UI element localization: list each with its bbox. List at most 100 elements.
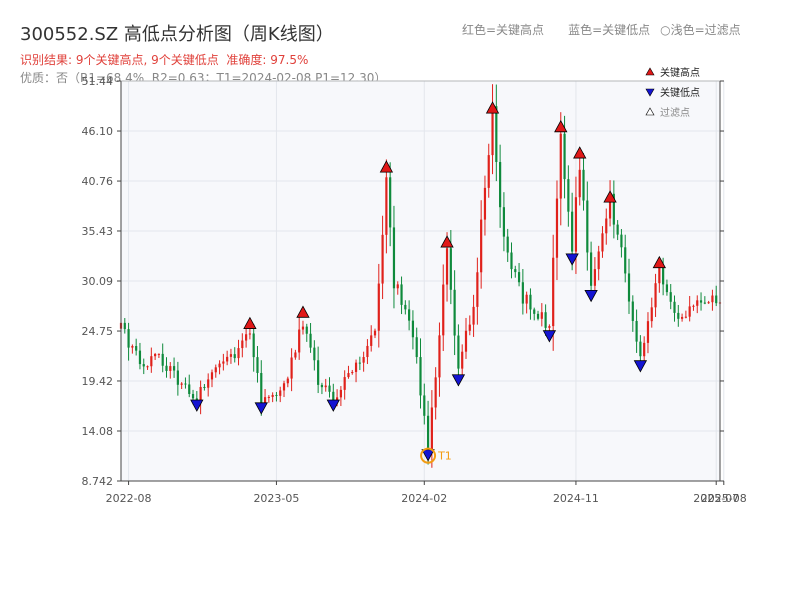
candle-body: [351, 371, 354, 374]
candle-body: [343, 377, 346, 390]
candle-body: [279, 390, 282, 396]
candle-body: [646, 321, 650, 343]
y-tick-label: 46.10: [82, 125, 114, 138]
candle-body: [305, 326, 308, 334]
candle-body: [673, 301, 676, 313]
candle-body: [510, 252, 513, 270]
key-high-marker: [440, 235, 454, 248]
t1-label: T1: [437, 450, 452, 463]
candle-body: [161, 353, 164, 366]
candle-body: [404, 304, 407, 310]
key-high-marker: [603, 190, 617, 203]
candle-body: [146, 366, 149, 368]
candle-body: [430, 407, 433, 450]
candle-body: [476, 272, 479, 307]
x-tick-label: 2022-08: [106, 492, 152, 505]
candle-body: [298, 329, 301, 353]
result-summary: 识别结果: 9个关键高点, 9个关键低点 准确度: 97.5%: [20, 51, 308, 68]
candle-body: [643, 342, 646, 357]
candle-body: [396, 284, 399, 289]
candle-body: [210, 372, 214, 380]
candle-body: [696, 300, 699, 306]
key-high-marker: [243, 316, 257, 329]
candle-body: [453, 289, 456, 336]
key-high-marker: [652, 255, 667, 269]
candle-body: [176, 370, 179, 385]
result-highs: 9个关键高点: [75, 53, 144, 67]
candle-body: [677, 312, 680, 319]
y-tick-label: 40.76: [82, 175, 114, 188]
axes: 8.742 14.08 19.42 24.75 30.09 35.43 40.76 46.10…: [82, 75, 747, 505]
candle-body: [612, 193, 615, 225]
candle-body: [582, 169, 585, 201]
result-prefix: 识别结果:: [20, 53, 76, 67]
candle-body: [442, 284, 445, 336]
candle-body: [127, 329, 130, 348]
legend-marker: [645, 67, 655, 76]
candle-body: [309, 333, 312, 348]
candle-body: [662, 266, 665, 285]
candle-body: [423, 395, 426, 416]
key-high-marker: [485, 101, 500, 114]
candle-body: [571, 211, 574, 252]
key-low-marker: [326, 399, 340, 412]
candle-body: [150, 356, 153, 367]
candle-body: [263, 397, 267, 404]
candle-body: [271, 394, 274, 397]
candle-body: [199, 386, 202, 403]
x-tick-label: 2023-05: [253, 492, 299, 505]
candle-body: [517, 272, 521, 283]
candle-body: [408, 309, 411, 321]
candle-body: [237, 348, 240, 359]
candle-body: [502, 207, 506, 237]
key-low-marker: [542, 330, 557, 343]
candle-body: [142, 364, 145, 367]
candle-body: [529, 294, 532, 310]
legend-marker: [645, 88, 655, 97]
candle-body: [715, 295, 718, 304]
candle-body: [290, 357, 293, 379]
candle-body: [699, 300, 703, 303]
candle-body: [540, 312, 543, 319]
candle-body: [389, 177, 392, 228]
candle-body: [370, 335, 373, 346]
key-low-marker: [584, 290, 598, 303]
candle-body: [157, 353, 161, 355]
candle-body: [392, 227, 396, 289]
candle-body: [525, 294, 528, 304]
candle-body: [426, 415, 430, 450]
candle-body: [123, 322, 126, 330]
candle-body: [684, 316, 687, 318]
candle-body: [639, 341, 642, 357]
candle-body: [533, 309, 536, 314]
candle-body: [574, 197, 578, 252]
y-tick-label: 30.09: [82, 275, 114, 288]
candle-body: [665, 284, 669, 293]
candle-body: [536, 313, 540, 319]
candle-body: [373, 330, 377, 336]
y-tick-label: 35.43: [82, 225, 114, 238]
legend-marker: [645, 107, 655, 116]
candle-body: [590, 252, 593, 286]
candle-body: [203, 386, 206, 388]
candle-body: [377, 283, 380, 331]
candle-body: [548, 326, 551, 328]
candle-body: [624, 247, 627, 274]
candle-body: [627, 273, 631, 302]
key-high-marker: [554, 120, 568, 133]
candle-body: [233, 354, 236, 359]
candle-body: [328, 385, 331, 392]
candle-body: [214, 367, 217, 373]
candle-body: [218, 363, 221, 368]
candles: [119, 84, 722, 468]
candle-body: [491, 106, 494, 156]
candle-body: [332, 391, 335, 401]
candle-body: [317, 360, 320, 385]
y-tick-label: 51.44: [82, 75, 114, 88]
candle-body: [415, 337, 418, 358]
markers: T1: [190, 101, 667, 464]
candle-body: [354, 362, 358, 372]
candle-body: [320, 384, 324, 388]
candle-body: [559, 133, 562, 199]
